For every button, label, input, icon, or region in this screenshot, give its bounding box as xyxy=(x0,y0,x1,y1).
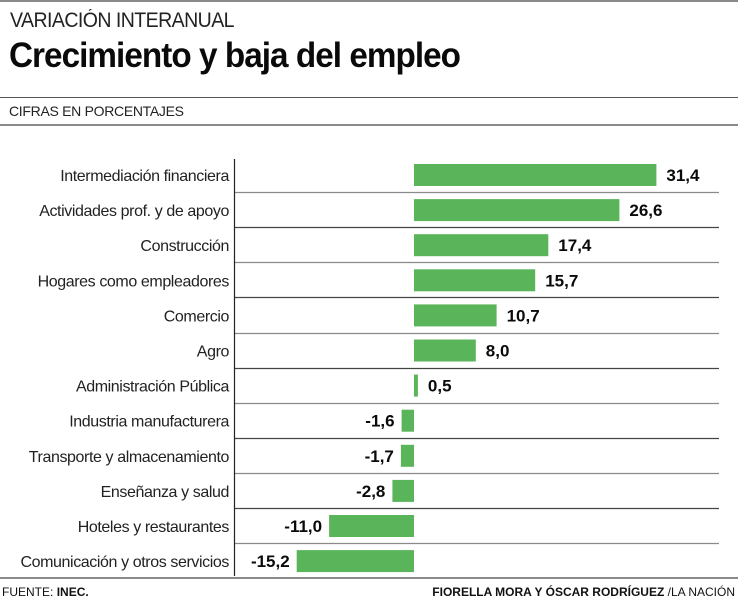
category-label: Transporte y almacenamiento xyxy=(29,449,230,466)
category-label: Industria manufacturera xyxy=(69,414,229,431)
row-separators xyxy=(235,191,719,545)
category-labels: Intermediación financiera Actividades pro… xyxy=(20,168,229,571)
category-label: Hoteles y restaurantes xyxy=(78,519,230,536)
category-label: Comunicación y otros servicios xyxy=(20,554,229,571)
title-rule xyxy=(0,97,738,98)
value-label: 15,7 xyxy=(545,271,578,290)
value-label: -15,2 xyxy=(251,552,290,571)
bar xyxy=(401,409,414,432)
value-label: 17,4 xyxy=(558,236,592,255)
category-label: Enseñanza y salud xyxy=(101,484,229,501)
units-label: CIFRAS EN PORCENTAJES xyxy=(9,103,184,119)
value-label: -1,7 xyxy=(365,447,394,466)
bar xyxy=(414,234,549,257)
bar xyxy=(392,479,414,502)
bar xyxy=(414,374,418,397)
category-label: Intermediación financiera xyxy=(60,168,229,185)
category-label: Hogares como empleadores xyxy=(38,273,230,290)
category-label: Actividades prof. y de apoyo xyxy=(39,203,229,220)
bar xyxy=(414,199,620,222)
source-line: FUENTE: INEC. xyxy=(2,585,89,599)
credit-authors: FIORELLA MORA Y ÓSCAR RODRÍGUEZ xyxy=(432,585,665,599)
units-rule xyxy=(0,124,738,126)
bar xyxy=(296,550,414,573)
bottom-rule xyxy=(0,577,738,579)
bars xyxy=(296,164,657,573)
category-label: Agro xyxy=(197,344,230,361)
value-label: -11,0 xyxy=(284,517,322,536)
chart-title: Crecimiento y baja del empleo xyxy=(9,36,461,75)
bar xyxy=(414,269,536,292)
chart-kicker: VARIACIÓN INTERANUAL xyxy=(10,9,235,32)
value-label: -1,6 xyxy=(365,412,394,431)
value-labels: 31,426,6 17,4 15,7 10,7 8,0 0,5 -1,6 -1,7 -2,8 -1… xyxy=(251,166,700,571)
bar xyxy=(329,515,414,537)
value-label: -2,8 xyxy=(356,482,385,501)
source-prefix: FUENTE: xyxy=(2,585,54,599)
category-label: Construcción xyxy=(140,238,229,255)
category-label: Comercio xyxy=(164,308,230,325)
category-label: Administración Pública xyxy=(76,379,230,396)
value-label: 10,7 xyxy=(507,306,540,325)
bar xyxy=(400,444,414,467)
value-label: 26,6 xyxy=(629,201,662,220)
value-label: 0,5 xyxy=(428,377,452,396)
bar xyxy=(414,304,497,327)
value-label: 31,4 xyxy=(666,166,700,185)
credit-outlet: /LA NACIÓN xyxy=(667,585,735,599)
top-rule xyxy=(0,0,738,2)
bar xyxy=(414,339,476,362)
bar xyxy=(414,164,657,186)
credit-line: FIORELLA MORA Y ÓSCAR RODRÍGUEZ /LA NACI… xyxy=(432,585,735,599)
value-label: 8,0 xyxy=(486,342,510,361)
source-name: INEC. xyxy=(56,585,89,599)
